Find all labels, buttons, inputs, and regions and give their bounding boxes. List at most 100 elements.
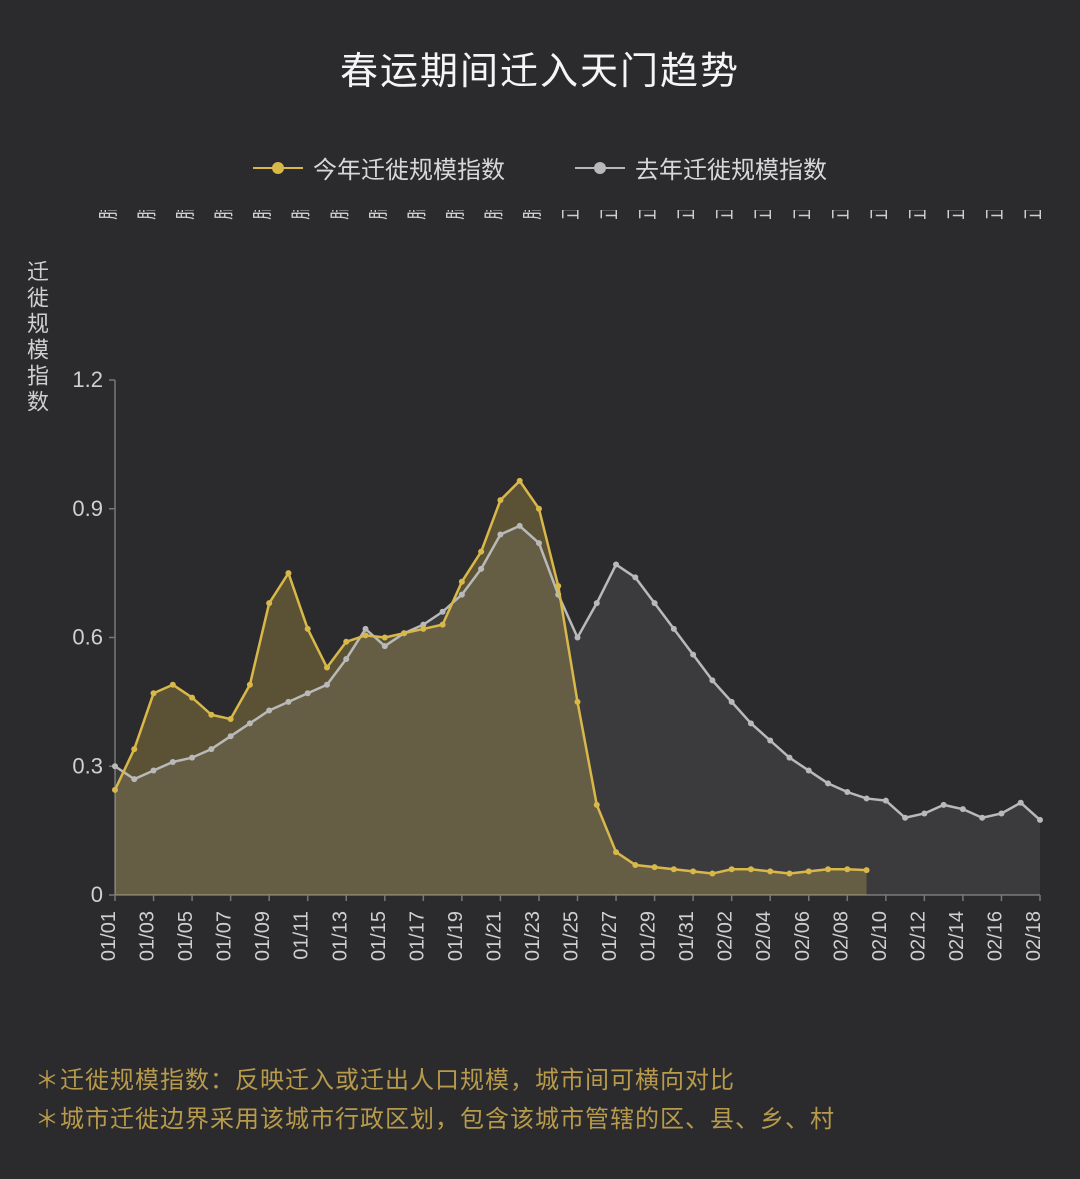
legend-swatch-gray (575, 167, 625, 169)
last-year-marker (440, 609, 446, 615)
this-year-marker (228, 716, 234, 722)
last-year-marker (979, 815, 985, 821)
this-year-marker (305, 626, 311, 632)
this-year-marker (806, 868, 812, 874)
legend-swatch-yellow (253, 167, 303, 169)
this-year-marker (536, 506, 542, 512)
this-year-marker (613, 849, 619, 855)
last-year-marker (170, 759, 176, 765)
last-year-marker (131, 776, 137, 782)
top-x-tick-label: 正月初三 (598, 210, 621, 220)
top-x-tick-label: 正月初九 (714, 210, 737, 220)
x-tick-label: 02/14 (946, 911, 968, 961)
this-year-marker (151, 690, 157, 696)
this-year-marker (748, 866, 754, 872)
legend-label-last-year: 去年迁徙规模指数 (635, 150, 827, 185)
last-year-marker (266, 707, 272, 713)
last-year-marker (998, 810, 1004, 816)
this-year-marker (382, 635, 388, 641)
last-year-marker (189, 755, 195, 761)
x-tick-label: 01/09 (252, 911, 274, 961)
top-x-tick-label: 腊月初七 (97, 210, 120, 220)
x-tick-label: 01/17 (406, 911, 428, 961)
last-year-marker (536, 540, 542, 546)
x-tick-label: 01/27 (599, 911, 621, 961)
last-year-marker (228, 733, 234, 739)
last-year-marker (363, 626, 369, 632)
x-tick-label: 01/19 (445, 911, 467, 961)
y-axis-title: 迁徙规模指数 (20, 260, 52, 416)
footnote-2: ＊城市迁徙边界采用该城市行政区划，包含该城市管辖的区、县、乡、村 (35, 1101, 1050, 1139)
last-year-marker (112, 763, 118, 769)
top-x-tick-label: 正月廿三 (983, 210, 1006, 220)
top-x-tick-label: 正月十一 (752, 210, 775, 220)
last-year-marker (382, 643, 388, 649)
last-year-marker (575, 635, 581, 641)
last-year-marker (652, 600, 658, 606)
chart-title: 春运期间迁入天门趋势 (0, 0, 1080, 95)
top-x-tick-label: 腊月廿三 (405, 210, 428, 220)
this-year-marker (497, 497, 503, 503)
last-year-marker (825, 780, 831, 786)
last-year-marker (767, 738, 773, 744)
this-year-marker (112, 787, 118, 793)
last-year-marker (960, 806, 966, 812)
top-x-tick-label: 腊月十一 (174, 210, 197, 220)
x-tick-label: 01/03 (137, 911, 159, 961)
last-year-marker (343, 656, 349, 662)
this-year-marker (594, 802, 600, 808)
this-year-marker (324, 665, 330, 671)
last-year-marker (844, 789, 850, 795)
x-tick-label: 02/12 (907, 911, 929, 961)
top-x-tick-label: 腊月初九 (136, 210, 159, 220)
this-year-marker (208, 712, 214, 718)
last-year-marker (902, 815, 908, 821)
x-tick-label: 01/01 (98, 911, 120, 961)
x-tick-label: 02/02 (715, 911, 737, 961)
this-year-marker (285, 570, 291, 576)
x-tick-label: 02/04 (753, 911, 775, 961)
last-year-marker (613, 562, 619, 568)
this-year-marker (478, 549, 484, 555)
last-year-marker (1018, 800, 1024, 806)
footnotes: ＊迁徙规模指数：反映迁入或迁出人口规模，城市间可横向对比 ＊城市迁徙边界采用该城… (35, 1062, 1050, 1139)
chart-svg: 腊月初七腊月初九腊月十一腊月十三腊月十五腊月十七腊月十九腊月廿一腊月廿三腊月廿五… (60, 210, 1050, 980)
this-year-marker (363, 632, 369, 638)
this-year-marker (709, 871, 715, 877)
top-x-tick-label: 正月初一 (560, 210, 583, 220)
x-tick-label: 01/07 (214, 911, 236, 961)
this-year-marker (266, 600, 272, 606)
x-tick-label: 01/21 (483, 911, 505, 961)
last-year-marker (517, 523, 523, 529)
this-year-marker (420, 626, 426, 632)
legend-item-this-year: 今年迁徙规模指数 (253, 150, 505, 185)
x-tick-label: 02/06 (792, 911, 814, 961)
this-year-marker (459, 579, 465, 585)
this-year-marker (247, 682, 253, 688)
last-year-marker (305, 690, 311, 696)
chart-container: 春运期间迁入天门趋势 今年迁徙规模指数 去年迁徙规模指数 迁徙规模指数 腊月初七… (0, 0, 1080, 1179)
last-year-marker (478, 566, 484, 572)
top-x-tick-label: 正月十五 (829, 210, 852, 220)
top-x-tick-label: 腊月十三 (213, 210, 236, 220)
x-tick-label: 01/23 (522, 911, 544, 961)
this-year-marker (652, 864, 658, 870)
this-year-marker (825, 866, 831, 872)
x-tick-label: 02/18 (1023, 911, 1045, 961)
top-x-tick-label: 腊月十五 (251, 210, 274, 220)
last-year-marker (459, 592, 465, 598)
top-x-tick-label: 腊月十七 (290, 210, 313, 220)
legend-label-this-year: 今年迁徙规模指数 (313, 150, 505, 185)
x-tick-label: 02/10 (869, 911, 891, 961)
top-x-tick-label: 正月初五 (637, 210, 660, 220)
top-x-tick-label: 正月十三 (791, 210, 814, 220)
this-year-marker (729, 866, 735, 872)
top-x-tick-label: 腊月廿七 (482, 210, 505, 220)
top-x-tick-label: 腊月廿九 (521, 210, 544, 220)
last-year-marker (247, 720, 253, 726)
last-year-marker (941, 802, 947, 808)
this-year-marker (343, 639, 349, 645)
this-year-marker (555, 583, 561, 589)
last-year-marker (497, 532, 503, 538)
last-year-marker (671, 626, 677, 632)
